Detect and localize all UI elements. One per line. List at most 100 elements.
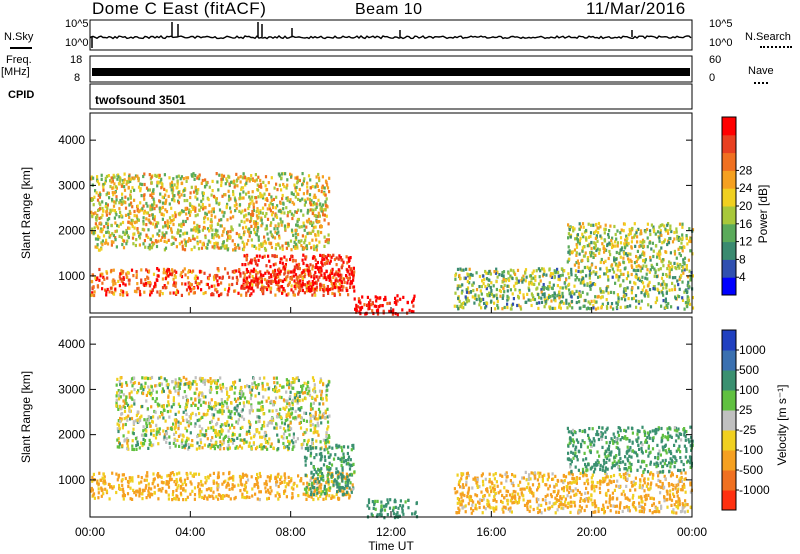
data-cell xyxy=(274,276,277,280)
data-cell xyxy=(324,200,327,204)
data-cell xyxy=(310,395,314,399)
data-cell xyxy=(184,243,187,248)
data-cell xyxy=(285,390,288,394)
data-cell xyxy=(278,234,281,238)
data-cell xyxy=(548,281,551,285)
data-cell xyxy=(124,213,128,217)
data-cell xyxy=(279,209,282,214)
data-cell xyxy=(402,295,405,299)
data-cell xyxy=(122,277,125,281)
data-cell xyxy=(124,422,127,427)
data-cell xyxy=(291,216,294,221)
data-cell xyxy=(190,185,193,189)
data-cell xyxy=(579,294,582,299)
data-cell xyxy=(274,247,277,251)
data-cell xyxy=(105,213,108,217)
data-cell xyxy=(292,290,295,294)
data-cell xyxy=(654,232,657,236)
data-cell xyxy=(198,411,201,416)
data-cell xyxy=(236,404,239,408)
data-cell xyxy=(140,385,144,389)
data-cell xyxy=(685,236,688,240)
data-cell xyxy=(326,240,329,244)
data-cell xyxy=(297,292,300,296)
data-cell xyxy=(316,220,319,224)
data-cell xyxy=(657,282,660,286)
data-cell xyxy=(95,218,98,222)
data-cell xyxy=(257,258,260,262)
data-cell xyxy=(127,484,130,489)
data-cell xyxy=(256,229,259,233)
data-cell xyxy=(324,288,327,292)
data-cell xyxy=(229,216,232,220)
data-cell xyxy=(635,231,638,235)
data-cell xyxy=(239,475,242,479)
data-cell xyxy=(482,297,485,301)
data-cell xyxy=(289,276,292,280)
data-cell xyxy=(682,260,685,264)
data-cell xyxy=(92,176,95,180)
data-cell xyxy=(277,284,280,288)
data-cell xyxy=(256,222,259,226)
data-cell xyxy=(596,226,599,230)
data-cell xyxy=(533,297,537,302)
data-cell xyxy=(668,275,671,279)
data-cell xyxy=(191,411,194,415)
data-cell xyxy=(173,386,176,390)
data-cell xyxy=(252,289,255,293)
data-cell xyxy=(339,278,342,282)
data-cell xyxy=(605,289,608,293)
data-cell xyxy=(475,288,479,292)
data-cell xyxy=(191,174,194,178)
data-cell xyxy=(210,218,213,222)
data-cell xyxy=(341,288,344,292)
data-cell xyxy=(260,243,263,247)
data-cell xyxy=(301,183,304,187)
data-cell xyxy=(142,388,145,392)
data-cell xyxy=(340,284,343,288)
data-cell xyxy=(304,238,307,242)
data-cell xyxy=(300,406,303,410)
data-cell xyxy=(616,241,619,245)
data-cell xyxy=(172,188,175,192)
data-cell xyxy=(245,225,248,229)
data-cell xyxy=(651,241,654,245)
data-cell xyxy=(641,266,644,270)
data-cell xyxy=(101,287,104,291)
data-cell xyxy=(269,230,272,234)
data-cell xyxy=(304,411,308,415)
data-cell xyxy=(150,291,153,295)
data-cell xyxy=(256,227,259,231)
data-cell xyxy=(148,284,151,288)
data-cell xyxy=(115,198,118,202)
data-cell xyxy=(320,283,323,287)
data-cell xyxy=(468,267,471,271)
data-cell xyxy=(297,494,300,498)
data-cell xyxy=(217,267,220,271)
data-cell xyxy=(629,231,632,235)
data-cell xyxy=(114,221,117,225)
data-cell xyxy=(640,231,643,236)
data-cell xyxy=(573,292,576,296)
data-cell xyxy=(681,269,684,273)
data-cell xyxy=(295,185,298,189)
data-cell xyxy=(322,402,325,406)
data-cell xyxy=(145,478,148,482)
data-cell xyxy=(268,192,271,196)
data-cell xyxy=(243,286,246,290)
data-cell xyxy=(220,218,223,222)
data-cell xyxy=(309,203,312,207)
data-cell xyxy=(603,272,606,276)
data-cell xyxy=(204,413,208,417)
data-cell xyxy=(213,277,216,282)
data-cell xyxy=(522,296,525,300)
data-cell xyxy=(592,306,595,310)
data-cell xyxy=(627,297,630,301)
data-cell xyxy=(248,195,251,199)
data-cell xyxy=(238,268,241,272)
data-cell xyxy=(173,480,176,484)
data-cell xyxy=(118,179,121,183)
data-cell xyxy=(306,443,309,447)
data-cell xyxy=(234,386,237,390)
data-cell xyxy=(192,228,195,232)
